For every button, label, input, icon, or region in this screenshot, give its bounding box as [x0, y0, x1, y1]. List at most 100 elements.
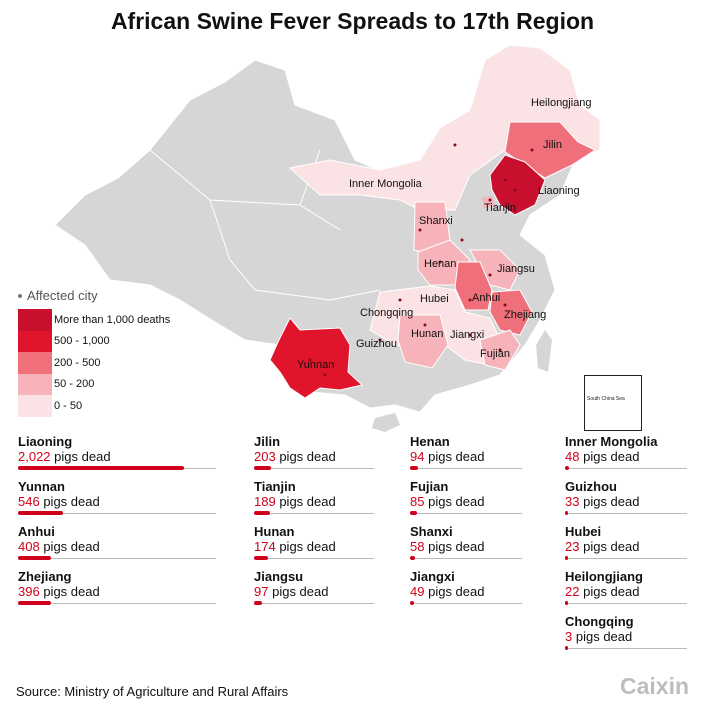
bar-track: [410, 468, 522, 469]
death-count-value: 3: [565, 629, 573, 644]
death-count-value: 94: [410, 449, 425, 464]
legend-title: Affected city: [27, 288, 98, 303]
bar-track: [18, 513, 216, 514]
region-hunan: [397, 314, 449, 369]
legend-item: 500 - 1,000: [18, 330, 170, 352]
death-count-value: 174: [254, 539, 276, 554]
region-name: Jiangxi: [410, 569, 455, 584]
death-count: 85 pigs dead: [410, 494, 522, 509]
legend-label: 200 - 500: [54, 356, 101, 369]
map-label-shanxi: Shanxi: [419, 215, 453, 227]
death-bar: [410, 556, 415, 560]
death-count: 22 pigs dead: [565, 584, 687, 599]
death-count-unit: pigs dead: [583, 584, 640, 599]
death-count-value: 396: [18, 584, 40, 599]
death-count-value: 546: [18, 494, 40, 509]
region-yunnan: [269, 317, 364, 399]
region-name: Chongqing: [565, 614, 634, 629]
map-label-jiangxi: Jiangxi: [450, 329, 484, 341]
death-bar: [18, 601, 51, 605]
legend-label: 500 - 1,000: [54, 335, 110, 348]
death-count-value: 58: [410, 539, 425, 554]
death-bar: [565, 511, 568, 515]
legend-item: More than 1,000 deaths: [18, 309, 170, 331]
map-label-zhejiang: Zhejiang: [504, 309, 546, 321]
death-bar: [254, 511, 270, 515]
legend-label: 0 - 50: [54, 399, 83, 412]
death-bar: [18, 556, 52, 560]
death-count-value: 22: [565, 584, 580, 599]
legend: Affected city More than 1,000 deaths 500 …: [18, 288, 170, 417]
column-3: Henan 94 pigs dead Fujian 85 pigs dead Shanx…: [410, 434, 522, 614]
city-dot-icon: [18, 293, 22, 298]
legend-swatch: [18, 373, 52, 395]
death-count: 396 pigs dead: [18, 584, 216, 599]
death-count-unit: pigs dead: [428, 449, 485, 464]
death-count-unit: pigs dead: [279, 494, 336, 509]
bar-track: [565, 468, 687, 469]
legend-items: More than 1,000 deaths 500 - 1,000 200 - 5…: [18, 309, 170, 417]
map-label-henan: Henan: [424, 258, 456, 270]
region-entry: Guizhou 33 pigs dead: [565, 479, 687, 524]
death-count: 203 pigs dead: [254, 449, 374, 464]
map-label-heilongjiang: Heilongjiang: [531, 97, 592, 109]
death-bar: [254, 556, 269, 560]
caixin-logo: Caixin: [620, 673, 690, 699]
death-bar: [254, 601, 262, 605]
region-entry: Anhui 408 pigs dead: [18, 524, 216, 569]
death-bar: [565, 646, 568, 650]
region-entry: Jilin 203 pigs dead: [254, 434, 374, 479]
column-4: Inner Mongolia 48 pigs dead Guizhou 33 pigs…: [565, 434, 687, 659]
death-count-unit: pigs dead: [428, 539, 485, 554]
bar-track: [410, 603, 522, 604]
death-count-unit: pigs dead: [583, 449, 640, 464]
death-count-value: 97: [254, 584, 269, 599]
death-count-value: 2,022: [18, 449, 51, 464]
map-label-liaoning: Liaoning: [538, 185, 580, 197]
death-count-value: 408: [18, 539, 40, 554]
map-label-jilin: Jilin: [543, 139, 562, 151]
death-count-unit: pigs dead: [43, 539, 100, 554]
chart-title: African Swine Fever Spreads to 17th Regi…: [110, 8, 595, 34]
legend-item: 50 - 200: [18, 373, 170, 395]
bar-track: [565, 513, 687, 514]
map-label-hunan: Hunan: [411, 328, 443, 340]
death-count-value: 49: [410, 584, 425, 599]
region-entry: Henan 94 pigs dead: [410, 434, 522, 479]
map-label-chongqing: Chongqing: [360, 307, 413, 319]
death-count-unit: pigs dead: [428, 494, 485, 509]
affected-city-dots: [308, 143, 534, 377]
death-bar: [18, 511, 63, 515]
region-name: Henan: [410, 434, 450, 449]
map-label-anhui: Anhui: [472, 292, 500, 304]
death-count-value: 189: [254, 494, 276, 509]
death-count: 189 pigs dead: [254, 494, 374, 509]
bar-track: [254, 513, 374, 514]
death-count-unit: pigs dead: [43, 494, 100, 509]
bar-track: [565, 648, 687, 649]
region-entry: Shanxi 58 pigs dead: [410, 524, 522, 569]
death-count-unit: pigs dead: [279, 449, 336, 464]
legend-title-row: Affected city: [18, 288, 170, 303]
map-label-tianjin: Tianjin: [484, 202, 516, 214]
death-count: 2,022 pigs dead: [18, 449, 216, 464]
death-bar: [410, 511, 417, 515]
death-count-unit: pigs dead: [279, 539, 336, 554]
region-name: Zhejiang: [18, 569, 72, 584]
death-count-unit: pigs dead: [43, 584, 100, 599]
region-entry: Yunnan 546 pigs dead: [18, 479, 216, 524]
map-label-guizhou: Guizhou: [356, 338, 397, 350]
death-bar: [565, 466, 569, 470]
region-zhejiang: [489, 289, 533, 336]
death-count-unit: pigs dead: [272, 584, 329, 599]
region-entry: Liaoning 2,022 pigs dead: [18, 434, 216, 479]
region-name: Jiangsu: [254, 569, 304, 584]
bar-track: [18, 558, 216, 559]
death-count: 546 pigs dead: [18, 494, 216, 509]
death-count-unit: pigs dead: [583, 494, 640, 509]
death-count-unit: pigs dead: [54, 449, 111, 464]
region-name: Guizhou: [565, 479, 617, 494]
region-entry: Tianjin 189 pigs dead: [254, 479, 374, 524]
death-count-unit: pigs dead: [583, 539, 640, 554]
region-name: Yunnan: [18, 479, 65, 494]
